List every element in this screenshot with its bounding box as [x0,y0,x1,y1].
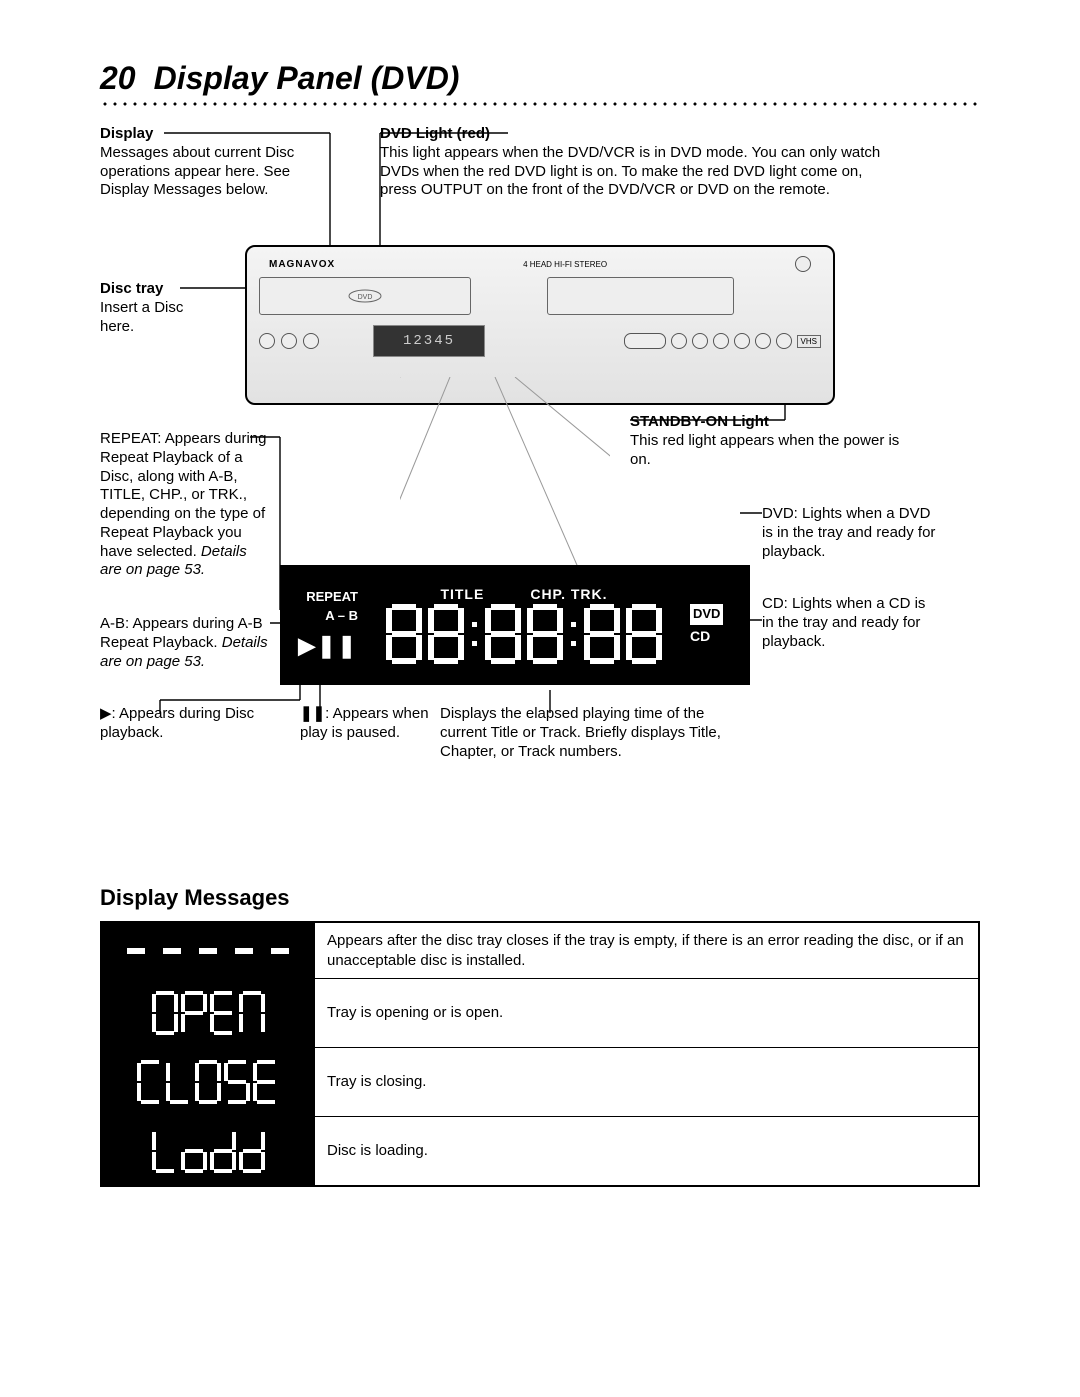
dvd-vcr-device: MAGNAVOX 4 HEAD HI-FI STEREO DVD [245,245,835,405]
callout-dvd-light-body: This light appears when the DVD/VCR is i… [380,144,880,199]
play-button[interactable] [303,333,319,349]
eject-button[interactable] [776,333,792,349]
callout-play: ▶: Appears during Disc playback. [100,705,275,743]
seg-digit [386,604,422,664]
closeup-cd-label: CD [690,625,736,647]
vcr-ff-button[interactable] [734,333,750,349]
callout-dvd-light: DVD Light (red) This light appears when … [380,125,900,200]
seg-digit [584,604,620,664]
seg-digit [195,1060,221,1104]
seg-digit [210,991,236,1035]
callout-display-body: Messages about current Disc operations a… [100,144,294,199]
callout-dvd-light-title: DVD Light (red) [380,125,490,142]
vcr-rec-button[interactable] [755,333,771,349]
closeup-title-label: TITLE [440,586,484,602]
vcr-play-button[interactable] [713,333,729,349]
display-messages-title: Display Messages [100,885,980,911]
channel-button[interactable] [624,333,666,349]
colon-icon [569,622,578,646]
callout-ab: A-B: Appears during A-B Repeat Playback.… [100,615,275,671]
svg-text:DVD: DVD [358,294,373,301]
page-title: Display Panel (DVD) [154,60,460,97]
seg-digit [181,991,207,1035]
display-message-code [101,1117,315,1187]
display-message-desc: Disc is loading. [315,1117,980,1187]
seg-digit [626,604,662,664]
callout-elapsed: Displays the elapsed playing time of the… [440,705,750,761]
seg-digit [210,1129,236,1173]
callout-dvd-ready-body: DVD: Lights when a DVD is in the tray an… [762,505,935,560]
colon-icon [470,622,479,646]
standby-button[interactable] [795,256,811,272]
callout-disc-tray-title: Disc tray [100,280,163,297]
display-message-code [101,1048,315,1117]
display-messages-table: Appears after the disc tray closes if th… [100,921,980,1187]
dotted-rule [100,101,980,107]
closeup-ab-label: A – B [290,607,358,625]
table-row: Tray is closing. [101,1048,979,1117]
closeup-chp-label: CHP. [530,586,566,602]
closeup-play-pause-icons: ▶❚❚ [290,631,358,662]
seg-digit [152,991,178,1035]
device-display: 12345 [373,325,485,357]
vhs-logo-icon: VHS [797,335,821,348]
seg-digit [485,604,521,664]
display-message-code [101,922,315,979]
seg-digit [253,1060,279,1104]
display-closeup: REPEAT A – B ▶❚❚ TITLE CHP. TRK. [280,565,750,685]
seg-digit [527,604,563,664]
seg-digit [137,1060,163,1104]
projection-rays [400,377,610,597]
callout-standby: STANDBY-ON Light This red light appears … [630,413,910,469]
device-brand: MAGNAVOX [269,259,335,270]
vhs-cassette-slot[interactable] [547,277,734,315]
closeup-repeat-label: REPEAT [290,588,358,606]
closeup-digits [386,604,662,664]
callout-standby-body: This red light appears when the power is… [630,432,899,468]
seg-digit [224,1060,250,1104]
callout-play-body: : Appears during Disc playback. [100,705,254,741]
dvd-logo-icon: DVD [346,288,384,304]
callout-dvd-ready: DVD: Lights when a DVD is in the tray an… [762,505,937,561]
callout-repeat-body: REPEAT: Appears during Repeat Playback o… [100,430,266,560]
table-row: Disc is loading. [101,1117,979,1187]
seg-digit [428,604,464,664]
display-message-desc: Tray is closing. [315,1048,980,1117]
callout-cd-ready: CD: Lights when a CD is in the tray and … [762,595,937,651]
diagram-area: Display Messages about current Disc oper… [100,125,980,775]
display-message-desc: Appears after the disc tray closes if th… [315,922,980,979]
device-stereo-label: 4 HEAD HI-FI STEREO [523,260,607,269]
play-icon: ▶ [100,705,112,722]
page-number: 20 [100,60,136,97]
callout-display: Display Messages about current Disc oper… [100,125,330,200]
callout-pause: ❚❚: Appears when play is paused. [300,705,430,743]
callout-display-title: Display [100,125,153,142]
callout-disc-tray-body: Insert a Disc here. [100,299,183,335]
callout-elapsed-body: Displays the elapsed playing time of the… [440,705,721,760]
callout-standby-title: STANDBY-ON Light [630,413,769,430]
seg-digit [239,1129,265,1173]
callout-disc-tray: Disc tray Insert a Disc here. [100,280,200,336]
open-close-button[interactable] [259,333,275,349]
pause-icon: ❚❚ [300,705,325,722]
seg-digit [166,1060,192,1104]
display-message-desc: Tray is opening or is open. [315,979,980,1048]
callout-cd-ready-body: CD: Lights when a CD is in the tray and … [762,595,925,650]
disc-tray-slot[interactable]: DVD [259,277,471,315]
vcr-rew-button[interactable] [692,333,708,349]
seg-digit [181,1129,207,1173]
stop-button[interactable] [281,333,297,349]
vcr-stop-button[interactable] [671,333,687,349]
table-row: Appears after the disc tray closes if th… [101,922,979,979]
seg-digit [239,991,265,1035]
closeup-dvd-chip: DVD [690,604,723,625]
closeup-trk-label: TRK. [571,586,608,602]
display-message-code [101,979,315,1048]
callout-repeat: REPEAT: Appears during Repeat Playback o… [100,430,270,580]
page-header: 20 Display Panel (DVD) [100,60,980,97]
seg-digit [152,1129,178,1173]
table-row: Tray is opening or is open. [101,979,979,1048]
manual-page: 20 Display Panel (DVD) Display Messages … [0,0,1080,1247]
